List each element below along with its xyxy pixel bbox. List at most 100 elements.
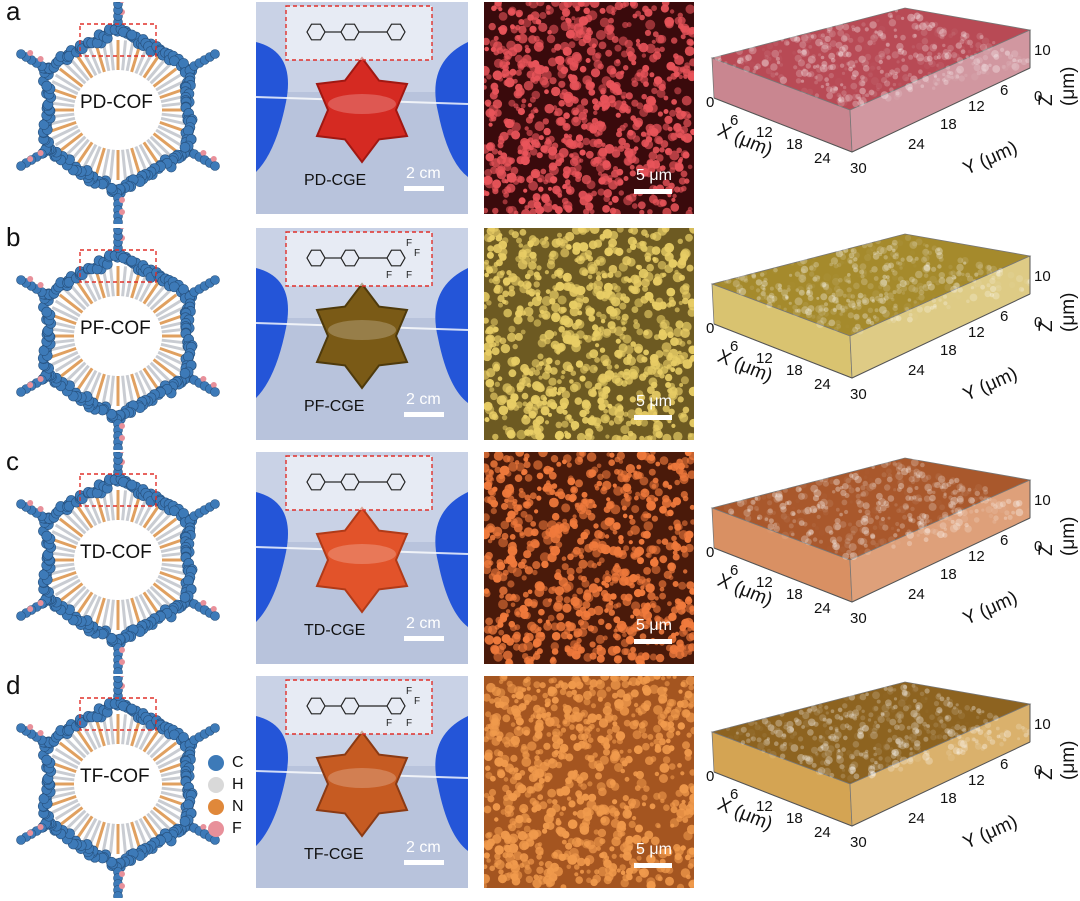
- sem-scale-bar: [634, 639, 672, 644]
- cof-structure-graphic: [16, 452, 220, 674]
- nitrogen-swatch: [208, 799, 224, 815]
- fluorine-swatch: [208, 821, 224, 837]
- z-tick-label: 0: [1034, 538, 1043, 555]
- y-tick-label: 18: [940, 790, 957, 807]
- sem-scale-label: 5 μm: [636, 617, 672, 634]
- y-tick-label: 18: [940, 342, 957, 359]
- photo-scale-label: 2 cm: [406, 839, 441, 856]
- sem-scale-label: 5 μm: [636, 167, 672, 184]
- x-tick-label: 6: [730, 562, 739, 579]
- x-tick-label: 24: [814, 824, 831, 841]
- y-tick-label: 12: [968, 98, 985, 115]
- cge-label: PF-CGE: [304, 398, 365, 415]
- cof-label: TD-COF: [78, 542, 154, 564]
- photo-scale-bar: [404, 412, 444, 417]
- sem-image: 5 μm: [484, 228, 694, 440]
- cge-photo: TD-CGE 2 cm: [256, 452, 468, 664]
- legend-item-nitrogen: N: [208, 796, 258, 818]
- x-tick-label: 18: [786, 810, 803, 827]
- x-tick-label: 30: [850, 386, 867, 403]
- panel-row-c: c TD-COF TD-CGE 2 cm 5 μm 0 6 12 18 24 30 6 12 18 24 10…: [0, 446, 1080, 674]
- x-tick-label: 24: [814, 376, 831, 393]
- y-tick-label: 24: [908, 362, 925, 379]
- x-tick-label: 30: [850, 834, 867, 851]
- legend-item-fluorine: F: [208, 818, 258, 840]
- photo-scale-bar: [404, 860, 444, 865]
- y-tick-label: 6: [1000, 532, 1009, 549]
- z-tick-label: 10: [1034, 268, 1051, 285]
- svg-text:F: F: [406, 238, 412, 249]
- x-tick-label: 0: [706, 544, 715, 561]
- z-axis-title: Z (μm): [1036, 66, 1079, 106]
- cof-structure: PF-COF: [0, 228, 250, 450]
- x-tick-label: 18: [786, 362, 803, 379]
- x-tick-label: 6: [730, 786, 739, 803]
- cge-label: PD-CGE: [304, 172, 367, 189]
- sem-image: 5 μm: [484, 676, 694, 888]
- svg-text:F: F: [386, 270, 392, 281]
- panel-row-d: d TF-COF F F F F TF-CGE 2 cm 5 μm 0 6 12 18 24 30 6 12 18…: [0, 670, 1080, 898]
- photo-scale-label: 2 cm: [406, 391, 441, 408]
- carbon-swatch: [208, 755, 224, 771]
- surface-map-3d: 0 6 12 18 24 30 6 12 18 24 10 0 X (μm) Y (μm) Z (μm): [700, 228, 1080, 450]
- x-tick-label: 12: [756, 350, 773, 367]
- cof-structure-graphic: [16, 228, 220, 450]
- legend-item-carbon: C: [208, 752, 258, 774]
- sem-scale-label: 5 μm: [636, 841, 672, 858]
- sem-image: 5 μm: [484, 452, 694, 664]
- photo-scale-label: 2 cm: [406, 165, 441, 182]
- cge-photo: F F F F PF-CGE 2 cm: [256, 228, 468, 440]
- panel-letter: d: [6, 670, 21, 700]
- sem-image-graphic: [484, 676, 694, 888]
- y-tick-label: 6: [1000, 308, 1009, 325]
- svg-text:F: F: [406, 270, 412, 281]
- y-tick-label: 12: [968, 324, 985, 341]
- panel-row-a: a PD-COF PD-CGE 2 cm 5 μm 0 6 12 18 24 30 6 12 18 24 10…: [0, 0, 1080, 224]
- x-tick-label: 0: [706, 94, 715, 111]
- photo-scale-label: 2 cm: [406, 615, 441, 632]
- surface-map-3d: 0 6 12 18 24 30 6 12 18 24 10 0 X (μm) Y (μm) Z (μm): [700, 2, 1080, 224]
- panel-row-b: b PF-COF F F F F PF-CGE 2 cm 5 μm 0 6 12 18 24 30 6 12 18…: [0, 222, 1080, 450]
- y-tick-label: 12: [968, 772, 985, 789]
- y-tick-label: 24: [908, 136, 925, 153]
- x-tick-label: 12: [756, 124, 773, 141]
- z-axis-title: Z (μm): [1036, 516, 1079, 556]
- z-tick-label: 0: [1034, 88, 1043, 105]
- y-tick-label: 18: [940, 116, 957, 133]
- x-tick-label: 6: [730, 112, 739, 129]
- sem-scale-bar: [634, 415, 672, 420]
- y-tick-label: 12: [968, 548, 985, 565]
- cof-label: PD-COF: [78, 92, 155, 114]
- legend-label: N: [232, 798, 244, 815]
- x-tick-label: 18: [786, 586, 803, 603]
- sem-image: 5 μm: [484, 2, 694, 214]
- z-tick-label: 10: [1034, 42, 1051, 59]
- panel-letter: b: [6, 222, 21, 252]
- panel-letter: a: [6, 0, 21, 26]
- y-tick-label: 6: [1000, 82, 1009, 99]
- x-tick-label: 12: [756, 798, 773, 815]
- x-tick-label: 18: [786, 136, 803, 153]
- x-tick-label: 0: [706, 768, 715, 785]
- z-axis-title: Z (μm): [1036, 740, 1079, 780]
- cof-label: PF-COF: [78, 318, 153, 340]
- y-tick-label: 6: [1000, 756, 1009, 773]
- x-tick-label: 24: [814, 150, 831, 167]
- legend-label: H: [232, 776, 244, 793]
- sem-image-graphic: [484, 452, 694, 664]
- cge-label: TF-CGE: [304, 846, 364, 863]
- sem-image-graphic: [484, 228, 694, 440]
- cof-label: TF-COF: [78, 766, 152, 788]
- cge-photo-graphic: [256, 452, 468, 664]
- x-tick-label: 0: [706, 320, 715, 337]
- sem-image-graphic: [484, 2, 694, 214]
- x-tick-label: 30: [850, 610, 867, 627]
- legend-label: C: [232, 754, 244, 771]
- surface-map-3d: 0 6 12 18 24 30 6 12 18 24 10 0 X (μm) Y (μm) Z (μm): [700, 452, 1080, 674]
- photo-scale-bar: [404, 186, 444, 191]
- legend-item-hydrogen: H: [208, 774, 258, 796]
- cof-structure-graphic: [16, 676, 220, 898]
- z-tick-label: 10: [1034, 492, 1051, 509]
- y-tick-label: 18: [940, 566, 957, 583]
- atom-legend: C H N F: [208, 752, 258, 840]
